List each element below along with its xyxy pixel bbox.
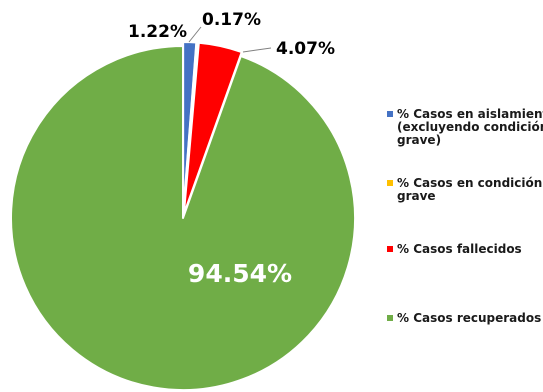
data-label-4: 94.54%	[188, 259, 292, 288]
pie-slices	[10, 41, 356, 391]
data-label-2: 0.17%	[202, 10, 261, 30]
pie-slice-4	[10, 45, 356, 391]
legend-label-3: % Casos fallecidos	[397, 242, 522, 256]
leader-lines	[188, 26, 272, 53]
legend-swatch-4	[387, 315, 393, 321]
leader-line-3	[242, 47, 272, 53]
data-labels: 1.22% 0.17% 4.07% 94.54%	[128, 10, 335, 288]
legend-label-4: % Casos recuperados	[397, 311, 541, 325]
pie-slice-3	[182, 41, 243, 216]
legend-swatch-2	[387, 180, 393, 186]
legend-swatch-1	[387, 111, 393, 117]
data-label-3: 4.07%	[276, 39, 335, 59]
data-label-1: 1.22%	[128, 22, 187, 42]
legend: % Casos en aislamiento (excluyendo condic…	[387, 107, 543, 325]
leader-line-2	[188, 26, 202, 43]
legend-label-1: % Casos en aislamiento (excluyendo condic…	[397, 107, 543, 147]
legend-label-2: % Casos en condición grave	[397, 176, 542, 203]
legend-swatch-3	[387, 246, 393, 252]
